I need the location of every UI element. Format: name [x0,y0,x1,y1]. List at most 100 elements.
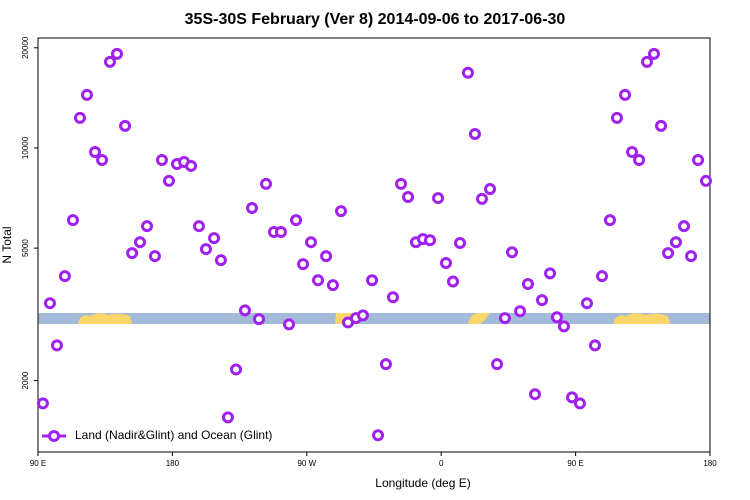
data-point [185,159,198,172]
land-ocean-strip [38,313,710,324]
data-point [372,429,385,442]
x-tick-label: 180 [703,459,717,468]
y-tick-label: 2000 [21,371,30,389]
data-point [678,220,691,233]
data-point [626,146,639,159]
y-axis-title: N Total [0,226,14,263]
data-point [379,358,392,371]
legend-label: Land (Nadir&Glint) and Ocean (Glint) [75,428,272,442]
data-point [589,339,602,352]
data-point [655,119,668,132]
data-point [312,274,324,287]
data-point [461,66,474,79]
data-point [395,177,408,190]
x-axis-title: Longitude (deg E) [375,476,470,490]
data-point [550,311,563,324]
data-point [468,128,481,141]
data-point [103,55,116,68]
data-point [260,177,273,190]
data-point [521,278,534,291]
chart-title: 35S-30S February (Ver 8) 2014-09-06 to 2… [185,11,566,28]
data-point [208,232,221,245]
y-tick-label: 5000 [21,239,30,257]
data-point [366,274,379,287]
data-point [141,220,154,233]
data-point [386,291,399,304]
data-point [192,220,205,233]
data-point [648,47,660,60]
data-point [230,363,243,376]
data-point [491,358,504,371]
data-point [326,279,339,292]
data-point [432,192,445,205]
data-point [514,305,527,318]
data-point [119,119,132,132]
data-point [633,154,646,167]
data-point [640,55,653,68]
data-point [126,247,139,260]
x-tick-label: 180 [166,459,180,468]
data-point [505,246,518,259]
x-tick-label: 90 W [297,459,316,468]
data-point [498,312,511,325]
data-point [238,304,251,317]
data-point [89,146,102,159]
data-point [96,154,109,167]
data-point [290,214,303,227]
y-tick-label: 10000 [21,136,30,159]
data-point [274,226,287,239]
data-point [446,275,459,288]
data-point [162,174,175,187]
data-point [283,318,296,331]
data-point [253,313,266,326]
data-point [610,111,623,124]
x-tick-label: 0 [439,459,444,468]
data-point [699,174,712,187]
data-point [662,247,675,260]
data-point [402,191,415,204]
data-point [304,236,317,249]
data-point [320,250,333,263]
data-point [596,270,609,283]
data-point [148,250,161,263]
data-point [619,88,632,101]
data-point [36,397,49,410]
data-point [573,397,586,410]
data-point [155,154,168,167]
data-point [580,297,593,310]
data-point [424,234,436,247]
data-point [454,237,467,250]
data-point [50,339,63,352]
data-point [245,202,258,215]
data-point [484,182,497,195]
data-point [73,111,86,124]
data-point [110,47,123,60]
data-point [334,205,347,218]
data-point [214,254,227,267]
data-point [133,236,146,249]
data-point [603,214,616,227]
legend-marker [48,430,60,442]
data-point [439,257,452,270]
data-point [200,243,212,256]
plot-frame [37,37,711,453]
y-tick-label: 20000 [21,36,30,59]
data-point [475,192,488,205]
data-point [43,297,56,310]
x-tick-label: 90 E [30,459,46,468]
x-tick-label: 90 E [567,459,583,468]
data-point [221,411,234,424]
data-point [544,267,557,280]
data-point [66,214,79,227]
data-point [566,391,579,404]
data-point [692,154,705,167]
data-point [557,320,570,333]
data-point [536,294,548,307]
data-point [669,236,682,249]
data-point [685,250,698,263]
data-point [356,309,369,322]
data-point [58,270,71,283]
data-point [297,258,310,271]
data-point [528,388,541,401]
